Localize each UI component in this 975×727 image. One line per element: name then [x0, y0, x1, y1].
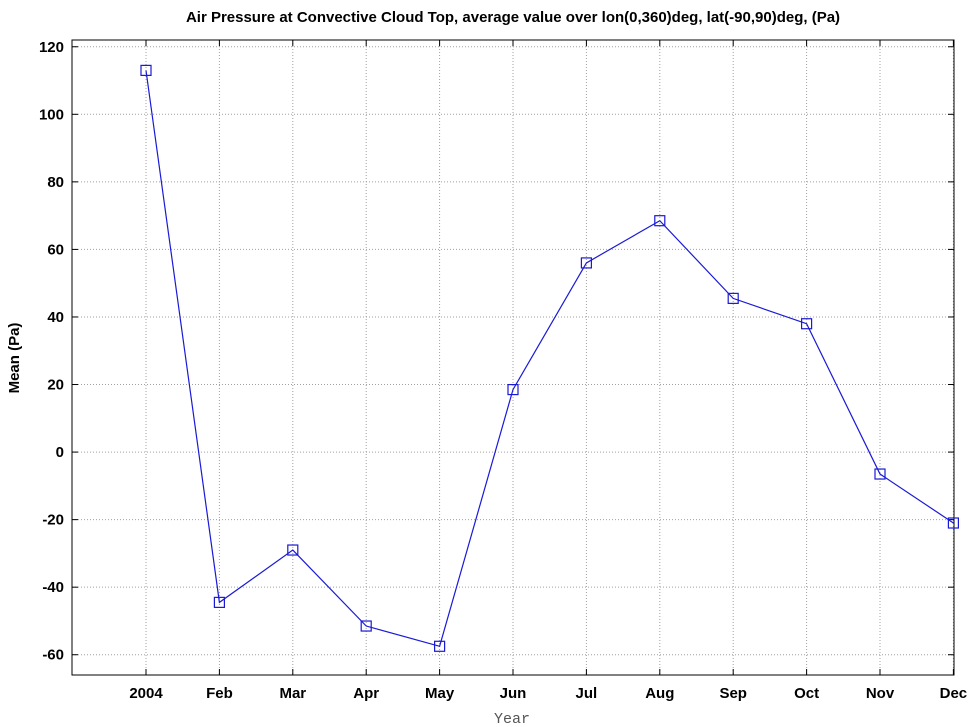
chart-title: Air Pressure at Convective Cloud Top, av… [186, 9, 840, 26]
y-tick-label: 80 [47, 174, 64, 191]
data-point-marker [434, 640, 446, 652]
data-point-marker [507, 383, 519, 396]
axes: 120 100 80 60 40 20 0 -20 -40 -60 2004 Feb Mar Apr May… [39, 39, 967, 702]
x-tick-label: Apr [353, 685, 379, 702]
x-tick-label: Feb [206, 685, 233, 702]
y-tick-label: 60 [47, 241, 64, 258]
y-tick-label: -40 [42, 579, 64, 596]
x-tick-label: Oct [794, 685, 819, 702]
x-tick-label: May [425, 685, 455, 702]
x-tick-label: Dec [940, 685, 968, 702]
y-tick-label: -20 [42, 512, 64, 529]
y-tick-label: 20 [47, 377, 64, 394]
data-point-marker [580, 257, 593, 269]
plot-frame [71, 39, 955, 676]
y-tick-label: 0 [56, 444, 64, 461]
data-point-marker [874, 468, 886, 480]
data-point-marker [360, 620, 372, 632]
y-axis-label: Mean (Pa) [6, 323, 23, 394]
x-tick-label: 2004 [129, 685, 163, 702]
data-point-marker [287, 544, 299, 556]
data-point-marker [800, 318, 813, 330]
data-point-marker [947, 517, 960, 529]
grid [72, 40, 954, 675]
data-point-marker [140, 64, 152, 76]
data-point-marker [654, 215, 666, 227]
data-point-marker [727, 292, 739, 304]
x-tick-label: Mar [279, 685, 306, 702]
x-tick-label: Jun [500, 685, 527, 702]
x-tick-label: Aug [645, 685, 674, 702]
series-line [145, 70, 954, 648]
x-axis-label: Year [494, 711, 530, 727]
x-tick-label: Jul [576, 685, 598, 702]
y-tick-label: -60 [42, 647, 64, 664]
series-group [140, 64, 960, 652]
y-tick-label: 120 [39, 39, 64, 56]
y-tick-label: 100 [39, 106, 64, 123]
x-tick-label: Nov [866, 685, 895, 702]
data-point-marker [213, 596, 225, 608]
x-tick-label: Sep [719, 685, 747, 702]
y-tick-label: 40 [47, 309, 64, 326]
